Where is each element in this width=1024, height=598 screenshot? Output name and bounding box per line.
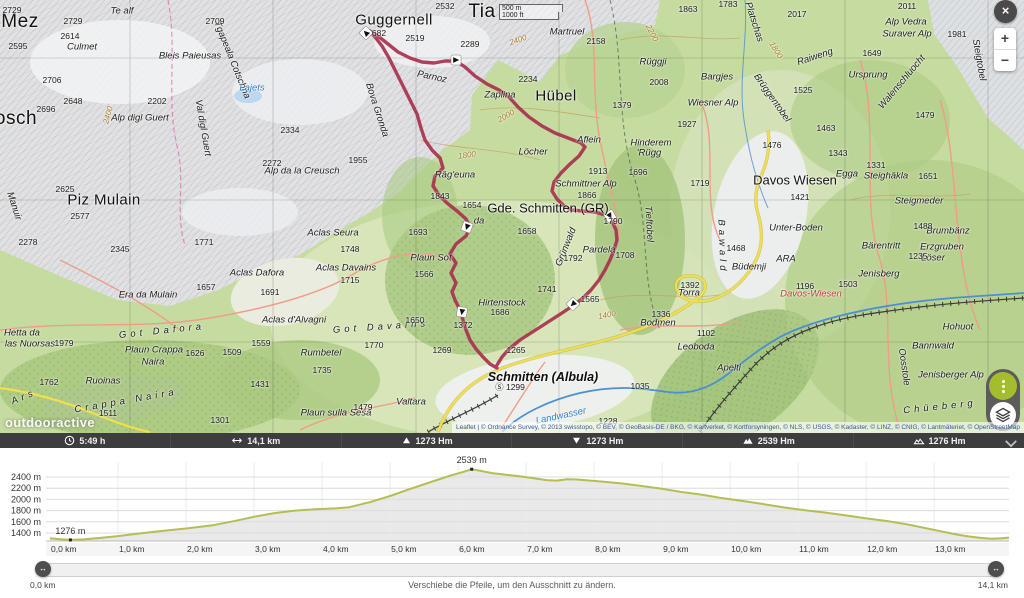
x-axis-tick: 1,0 km [119,544,145,554]
clock-icon [65,435,75,446]
x-axis-tick: 3,0 km [255,544,281,554]
stat-ascent: 1273 Hm [340,433,512,448]
profile-marker [68,538,72,542]
close-button[interactable]: × [994,0,1017,23]
zoom-in-button[interactable]: + [1000,30,1010,46]
contour-lines [419,35,971,301]
x-axis-tick: 8,0 km [595,544,621,554]
x-axis-tick: 7,0 km [527,544,553,554]
drag-icon: ↔ [39,564,47,573]
x-axis-tick: 13,0 km [935,544,965,554]
zoom-out-button[interactable]: − [994,49,1016,71]
scale-imperial: 1000 ft [499,12,559,20]
collapse-panel-chevron[interactable] [1004,435,1018,453]
route-layer [359,26,619,370]
stat-ascent-value: 1273 Hm [415,435,453,446]
outdooractive-watermark: outdooractive [5,415,95,430]
profile-line [49,468,1010,541]
stat-descent-value: 1273 Hm [586,435,624,446]
drag-icon: ↔ [992,564,1000,573]
peak-max-icon [743,438,753,444]
map-tools [986,369,1020,431]
x-axis-tick: 10,0 km [731,544,761,554]
stat-lowest-value: 1276 Hm [928,435,966,446]
x-axis-tick: 11,0 km [799,544,829,554]
slider-hint-text: Verschiebe die Pfeile, um den Ausschnitt… [408,580,616,590]
map-canvas [0,0,1024,433]
ascent-icon [402,437,410,444]
scale-bar: 500 m 1000 ft [499,4,563,20]
range-slider-handle-start[interactable]: ↔ [35,561,51,577]
x-axis-tick: 2,0 km [187,544,213,554]
chevron-down-icon [1005,440,1017,448]
range-slider-track[interactable] [40,563,1000,577]
stat-duration: 5:49 h [0,433,170,448]
stat-distance: 14,1 km [169,433,341,448]
boundary-lines [167,0,661,331]
y-axis-tick: 2000 m [11,494,41,504]
topo-map[interactable]: Mez osch Tia Guggernell Hübel Piz Mulain Gde. … [0,0,1024,433]
roads [0,129,771,433]
map-grid [0,0,1024,433]
profile-annotation: 2539 m [457,455,487,465]
stat-lowest-point: 1276 Hm [853,433,1024,448]
railway-line [426,295,1024,433]
x-axis-tick: 6,0 km [459,544,485,554]
x-axis-tick: 5,0 km [391,544,417,554]
stat-distance-value: 14,1 km [247,435,281,446]
settlement-schmitten [435,354,635,430]
y-axis-tick: 1800 m [11,506,41,516]
route-stats-bar: 5:49 h 14,1 km 1273 Hm 1273 Hm 2539 Hm 1… [0,433,1024,448]
stat-highest-point: 2539 Hm [682,433,853,448]
map-menu-button[interactable] [989,372,1017,400]
distance-icon [232,438,243,443]
range-end-label: 14,1 km [977,580,1008,590]
stat-highest-value: 2539 Hm [757,435,795,446]
y-axis-tick: 2200 m [11,483,41,493]
route-direction-markers [359,26,617,318]
y-axis-tick: 1400 m [11,528,41,538]
x-axis-tick: 0,0 km [51,544,77,554]
x-axis-tick: 4,0 km [323,544,349,554]
map-attribution[interactable]: Leaflet | © Ordnance Survey, © 2013 swis… [452,422,1024,433]
range-slider-handle-end[interactable]: ↔ [988,561,1004,577]
zoom-control: + − [994,28,1016,71]
descent-icon [573,437,581,444]
elevation-profile-panel: 2400 m 2200 m 2000 m 1800 m 1600 m 1400 m 0,0 … [0,448,1024,558]
y-axis-tick: 1600 m [11,517,41,527]
y-axis-tick: 2400 m [11,472,41,482]
profile-annotation: 1276 m [55,526,85,536]
profile-area [50,469,1009,541]
x-axis-tick: 9,0 km [663,544,689,554]
x-axis-tick: 12,0 km [867,544,897,554]
stat-descent: 1273 Hm [511,433,682,448]
stat-duration-value: 5:49 h [79,435,106,446]
scale-metric: 500 m [499,4,563,12]
profile-marker [470,467,474,471]
terrain-layer [0,0,1024,433]
peak-min-icon [913,438,925,445]
profile-range-slider-zone: ↔ ↔ 0,0 km 14,1 km Verschiebe die Pfeile… [0,556,1024,598]
hiking-trails [0,0,981,431]
range-start-label: 0,0 km [30,580,56,590]
layers-icon [995,407,1011,423]
